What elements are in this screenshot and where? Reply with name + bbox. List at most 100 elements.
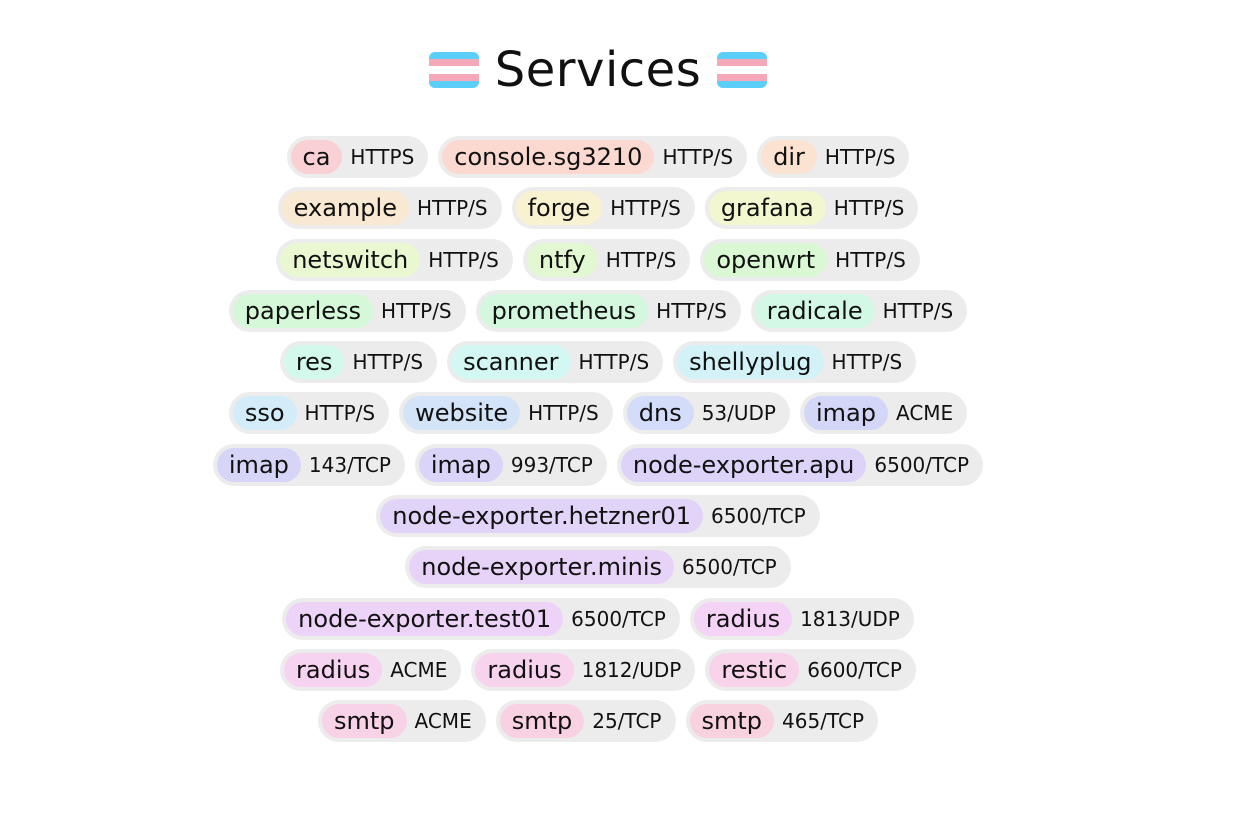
service-chip[interactable]: openwrt HTTP/S bbox=[700, 238, 920, 281]
service-chip[interactable]: imap 993/TCP bbox=[414, 443, 607, 486]
service-row: res HTTP/S scanner HTTP/S shellyplug HTTP/S bbox=[0, 341, 1196, 392]
service-port: HTTP/S bbox=[605, 247, 677, 272]
service-chip[interactable]: dns 53/UDP bbox=[622, 392, 790, 435]
service-name: radicale bbox=[754, 293, 875, 328]
service-row: smtp ACME smtp 25/TCP smtp 465/TCP bbox=[0, 700, 1196, 751]
service-chip[interactable]: radius ACME bbox=[280, 648, 462, 691]
service-name: smtp bbox=[321, 704, 407, 739]
service-chip[interactable]: node-exporter.minis 6500/TCP bbox=[405, 546, 791, 589]
service-chip[interactable]: radius 1812/UDP bbox=[471, 648, 696, 691]
service-row: node-exporter.minis 6500/TCP bbox=[0, 546, 1196, 597]
service-port: 1812/UDP bbox=[581, 657, 682, 682]
page-title: Services bbox=[494, 42, 702, 98]
service-chip[interactable]: grafana HTTP/S bbox=[704, 187, 919, 230]
service-list: ca HTTPS console.sg3210 HTTP/S dir HTTP/S exam… bbox=[0, 136, 1196, 752]
service-name: shellyplug bbox=[677, 345, 824, 380]
service-chip[interactable]: paperless HTTP/S bbox=[228, 289, 466, 332]
flag-stripe bbox=[428, 59, 479, 67]
service-name: node-exporter.test01 bbox=[286, 601, 564, 636]
service-chip[interactable]: ca HTTPS bbox=[286, 136, 429, 178]
service-port: HTTP/S bbox=[882, 298, 954, 323]
service-name: netswitch bbox=[280, 242, 421, 277]
service-port: HTTP/S bbox=[662, 145, 734, 169]
service-chip[interactable]: node-exporter.apu 6500/TCP bbox=[616, 443, 984, 486]
service-port: HTTP/S bbox=[831, 350, 903, 375]
service-name: grafana bbox=[708, 191, 826, 226]
service-row: netswitch HTTP/S ntfy HTTP/S openwrt HTTP/S bbox=[0, 238, 1196, 290]
flag-stripe bbox=[717, 52, 768, 60]
service-chip[interactable]: netswitch HTTP/S bbox=[276, 238, 513, 281]
service-chip[interactable]: prometheus HTTP/S bbox=[475, 289, 741, 332]
service-port: ACME bbox=[896, 401, 954, 426]
flag-stripe bbox=[428, 73, 479, 81]
service-chip[interactable]: radicale HTTP/S bbox=[750, 289, 968, 332]
service-name: paperless bbox=[232, 293, 374, 328]
page: Services ca HTTPS console.sg3210 HTTP/S dir H… bbox=[0, 42, 1196, 752]
service-port: 6500/TCP bbox=[711, 504, 806, 529]
service-chip[interactable]: res HTTP/S bbox=[279, 341, 438, 384]
service-name: prometheus bbox=[479, 293, 649, 328]
service-name: imap bbox=[216, 447, 301, 482]
service-port: 6600/TCP bbox=[807, 657, 902, 682]
service-port: HTTP/S bbox=[833, 196, 905, 221]
service-name: res bbox=[283, 345, 345, 380]
service-row: radius ACME radius 1812/UDP restic 6600/TCP bbox=[0, 648, 1196, 700]
service-port: HTTP/S bbox=[835, 247, 906, 272]
service-chip[interactable]: shellyplug HTTP/S bbox=[673, 341, 917, 384]
service-name: node-exporter.hetzner01 bbox=[380, 499, 703, 534]
service-chip[interactable]: imap ACME bbox=[800, 392, 968, 435]
service-name: dns bbox=[626, 396, 694, 431]
service-chip[interactable]: smtp ACME bbox=[317, 700, 486, 743]
service-port: HTTP/S bbox=[304, 401, 376, 426]
service-port: HTTP/S bbox=[824, 145, 896, 169]
service-row: sso HTTP/S website HTTP/S dns 53/UDP imap ACME bbox=[0, 392, 1196, 443]
service-port: HTTP/S bbox=[428, 247, 499, 272]
service-chip[interactable]: website HTTP/S bbox=[399, 392, 613, 435]
service-port: 993/TCP bbox=[510, 452, 593, 477]
service-chip[interactable]: node-exporter.test01 6500/TCP bbox=[282, 597, 680, 640]
flag-stripe bbox=[717, 80, 768, 88]
service-chip[interactable]: sso HTTP/S bbox=[228, 392, 390, 435]
service-port: HTTP/S bbox=[352, 350, 424, 375]
service-name: smtp bbox=[689, 704, 775, 739]
service-port: 1813/UDP bbox=[800, 606, 900, 631]
service-chip[interactable]: imap 143/TCP bbox=[212, 443, 405, 486]
service-chip[interactable]: console.sg3210 HTTP/S bbox=[438, 136, 748, 178]
service-chip[interactable]: radius 1813/UDP bbox=[689, 597, 914, 640]
service-name: console.sg3210 bbox=[442, 140, 655, 174]
service-chip[interactable]: restic 6600/TCP bbox=[705, 648, 916, 691]
service-chip[interactable]: forge HTTP/S bbox=[511, 187, 695, 230]
service-name: radius bbox=[693, 601, 793, 636]
service-name: smtp bbox=[499, 704, 585, 739]
service-port: HTTP/S bbox=[528, 401, 599, 426]
service-name: node-exporter.minis bbox=[409, 550, 675, 585]
service-port: ACME bbox=[390, 657, 448, 682]
service-chip[interactable]: dir HTTP/S bbox=[757, 136, 910, 178]
service-name: ca bbox=[290, 140, 343, 174]
service-name: scanner bbox=[451, 345, 571, 380]
service-port: 6500/TCP bbox=[682, 555, 777, 580]
service-name: node-exporter.apu bbox=[620, 447, 867, 482]
service-chip[interactable]: ntfy HTTP/S bbox=[522, 238, 691, 281]
service-chip[interactable]: smtp 465/TCP bbox=[685, 700, 879, 743]
service-chip[interactable]: scanner HTTP/S bbox=[447, 341, 664, 384]
service-row: node-exporter.test01 6500/TCP radius 1813/U… bbox=[0, 597, 1196, 649]
flag-icon-left bbox=[428, 52, 479, 88]
flag-stripe bbox=[717, 73, 768, 81]
service-row: ca HTTPS console.sg3210 HTTP/S dir HTTP/S bbox=[0, 136, 1196, 187]
service-name: ntfy bbox=[526, 242, 598, 277]
service-port: 143/TCP bbox=[308, 452, 391, 477]
flag-icon-right bbox=[717, 52, 768, 88]
service-port: HTTP/S bbox=[416, 196, 488, 221]
service-port: HTTP/S bbox=[578, 350, 650, 375]
service-chip[interactable]: node-exporter.hetzner01 6500/TCP bbox=[376, 495, 820, 538]
service-name: sso bbox=[232, 396, 297, 431]
service-port: HTTP/S bbox=[610, 196, 681, 221]
service-port: HTTPS bbox=[350, 145, 415, 169]
service-chip[interactable]: example HTTP/S bbox=[277, 187, 502, 230]
service-chip[interactable]: smtp 25/TCP bbox=[495, 700, 676, 743]
service-name: website bbox=[403, 396, 521, 431]
service-port: ACME bbox=[414, 709, 472, 734]
service-name: dir bbox=[761, 140, 817, 174]
service-name: imap bbox=[804, 396, 888, 431]
